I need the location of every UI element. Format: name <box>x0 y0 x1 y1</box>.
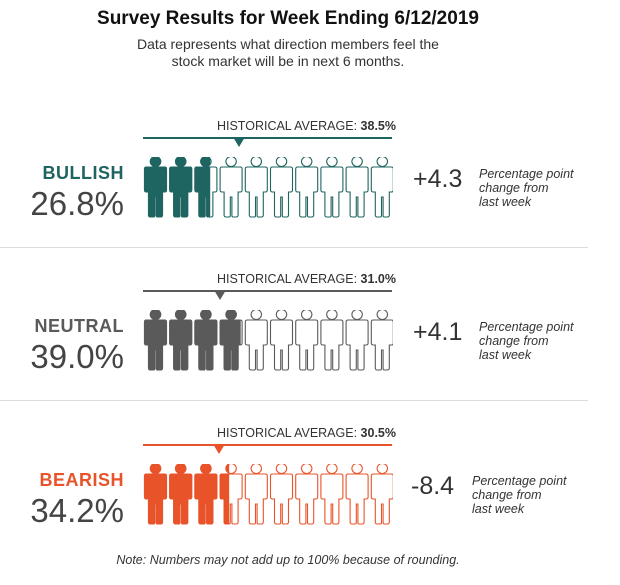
person-icon <box>295 464 319 525</box>
person-icon <box>244 464 268 525</box>
subtitle-line-2: stock market will be in next 6 months. <box>171 53 405 69</box>
change-note: Percentage point change from last week <box>479 167 574 209</box>
footnote: Note: Numbers may not add up to 100% bec… <box>116 553 460 567</box>
person-icon <box>370 157 393 218</box>
category-name: NEUTRAL <box>34 316 124 336</box>
people-pictograph <box>143 310 393 371</box>
historical-average-line <box>143 290 392 292</box>
neutral-section: HISTORICAL AVERAGE: 31.0% NEUTRAL 39.0% … <box>0 272 620 422</box>
person-icon <box>194 464 218 525</box>
person-icon <box>320 310 344 371</box>
historical-average-text: HISTORICAL AVERAGE: <box>216 426 358 440</box>
person-icon <box>269 464 294 525</box>
section-divider <box>0 400 588 401</box>
historical-average-value: 38.5% <box>360 119 396 133</box>
person-icon <box>345 310 369 371</box>
subtitle-line-1: Data represents what direction members f… <box>137 36 439 52</box>
person-icon <box>244 157 268 218</box>
person-icon <box>370 310 393 371</box>
change-note-line-1: Percentage point <box>472 474 567 488</box>
bullish-section: HISTORICAL AVERAGE: 38.5% BULLISH 26.8% … <box>0 119 620 269</box>
chart-subtitle: Data represents what direction members f… <box>0 36 576 70</box>
historical-average-line <box>143 137 392 139</box>
change-note-line-2: change from <box>479 334 549 348</box>
person-icon <box>244 310 268 371</box>
category-name: BEARISH <box>39 470 124 490</box>
category-value: 39.0% <box>30 338 124 375</box>
historical-average-value: 30.5% <box>360 426 396 440</box>
person-icon <box>169 464 193 525</box>
category-value: 26.8% <box>30 185 124 222</box>
historical-average-label: HISTORICAL AVERAGE: 38.5% <box>194 119 396 133</box>
historical-average-text: HISTORICAL AVERAGE: <box>216 272 358 286</box>
person-icon <box>143 310 168 371</box>
category-value: 34.2% <box>30 492 124 529</box>
person-icon <box>194 310 218 371</box>
historical-average-marker <box>232 137 245 147</box>
person-icon <box>345 157 369 218</box>
historical-average-marker <box>214 290 227 300</box>
person-icon <box>345 464 369 525</box>
change-note: Percentage point change from last week <box>472 474 567 516</box>
chart-title: Survey Results for Week Ending 6/12/2019 <box>97 8 479 29</box>
person-icon <box>295 310 319 371</box>
historical-average-text: HISTORICAL AVERAGE: <box>216 119 358 133</box>
person-icon <box>269 310 294 371</box>
change-note-line-2: change from <box>479 181 549 195</box>
change-note: Percentage point change from last week <box>479 320 574 362</box>
people-pictograph <box>143 157 393 218</box>
section-divider <box>0 247 588 248</box>
person-icon <box>370 464 393 525</box>
historical-average-line <box>143 444 392 446</box>
historical-average-value: 31.0% <box>360 272 396 286</box>
change-note-line-3: last week <box>479 348 532 362</box>
person-icon <box>169 157 193 218</box>
historical-average-marker <box>212 444 225 454</box>
person-icon <box>219 157 243 218</box>
person-icon <box>143 157 168 218</box>
person-icon <box>295 157 319 218</box>
person-icon <box>320 464 344 525</box>
person-icon <box>143 464 168 525</box>
change-value: -8.4 <box>411 472 455 500</box>
person-icon <box>219 464 243 525</box>
person-icon <box>269 157 294 218</box>
person-icon <box>194 157 218 218</box>
change-value: +4.1 <box>413 318 463 346</box>
change-note-line-1: Percentage point <box>479 167 574 181</box>
change-value: +4.3 <box>413 165 463 193</box>
change-note-line-3: last week <box>479 195 532 209</box>
change-note-line-1: Percentage point <box>479 320 574 334</box>
bearish-section: HISTORICAL AVERAGE: 30.5% BEARISH 34.2% … <box>0 426 620 576</box>
historical-average-label: HISTORICAL AVERAGE: 31.0% <box>194 272 396 286</box>
person-icon <box>169 310 193 371</box>
people-pictograph <box>143 464 393 525</box>
change-note-line-2: change from <box>472 488 542 502</box>
category-name: BULLISH <box>42 163 124 183</box>
person-icon <box>320 157 344 218</box>
historical-average-label: HISTORICAL AVERAGE: 30.5% <box>194 426 396 440</box>
change-note-line-3: last week <box>472 502 525 516</box>
person-icon <box>219 310 243 371</box>
